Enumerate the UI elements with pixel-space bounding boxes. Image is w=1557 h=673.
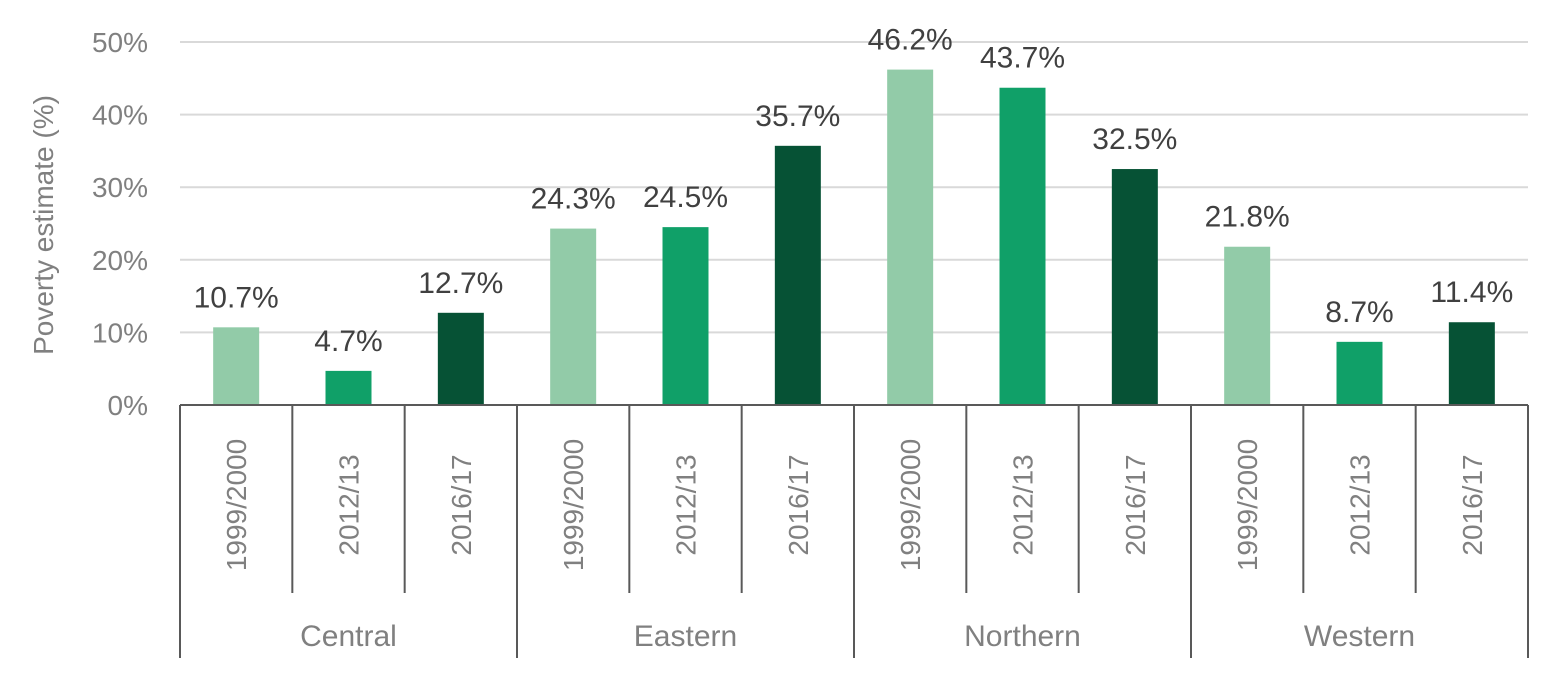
y-axis-label: Poverty estimate (%)	[28, 95, 59, 355]
category-label: 2016/17	[1120, 454, 1151, 555]
category-label: 1999/2000	[558, 439, 589, 571]
bar	[213, 327, 260, 405]
group-label: Northern	[964, 620, 1081, 653]
data-label: 10.7%	[194, 281, 279, 314]
data-label: 8.7%	[1325, 296, 1393, 329]
group-labels: Central Eastern Northern Western	[300, 620, 1415, 653]
data-label: 24.3%	[531, 183, 616, 216]
data-label: 35.7%	[755, 100, 840, 133]
x-axis	[179, 404, 1529, 658]
y-tick-label: 50%	[92, 27, 148, 58]
y-tick-label: 30%	[92, 172, 148, 203]
category-labels: 1999/2000 2012/13 2016/17 1999/2000 2012/13 2…	[221, 439, 1488, 571]
group-label: Central	[300, 620, 397, 653]
data-label: 21.8%	[1205, 201, 1290, 234]
gridlines	[180, 41, 1528, 334]
bar	[437, 312, 484, 405]
data-label: 43.7%	[980, 42, 1065, 75]
category-label: 2012/13	[671, 454, 702, 555]
category-label: 2016/17	[783, 454, 814, 555]
data-label: 32.5%	[1092, 123, 1177, 156]
data-labels: 10.7% 4.7% 12.7% 24.3% 24.5% 35.7% 46.2% 43.7% 3…	[194, 24, 1514, 358]
category-label: 2012/13	[334, 454, 365, 555]
category-label: 1999/2000	[221, 439, 252, 571]
group-label: Western	[1304, 620, 1415, 653]
bars	[213, 69, 1495, 405]
category-label: 2016/17	[1457, 454, 1488, 555]
bar	[1336, 341, 1383, 405]
bar	[1111, 169, 1158, 405]
category-label: 2012/13	[1345, 454, 1376, 555]
y-tick-label: 0%	[108, 390, 148, 421]
bar	[999, 87, 1046, 405]
category-label: 2012/13	[1008, 454, 1039, 555]
bar	[774, 145, 821, 405]
y-tick-label: 40%	[92, 100, 148, 131]
data-label: 11.4%	[1430, 276, 1513, 309]
category-label: 1999/2000	[895, 439, 926, 571]
data-label: 12.7%	[418, 267, 503, 300]
y-axis-ticks: 0% 10% 20% 30% 40% 50%	[92, 27, 148, 421]
bar	[325, 370, 372, 405]
bar	[887, 69, 934, 405]
group-label: Eastern	[634, 620, 737, 653]
data-label: 24.5%	[643, 181, 728, 214]
data-label: 46.2%	[868, 24, 953, 57]
y-tick-label: 10%	[92, 317, 148, 348]
data-label: 4.7%	[314, 325, 382, 358]
y-tick-label: 20%	[92, 245, 148, 276]
bar	[662, 227, 709, 405]
category-label: 1999/2000	[1232, 439, 1263, 571]
bar	[1448, 322, 1495, 405]
category-label: 2016/17	[446, 454, 477, 555]
bar	[550, 228, 597, 405]
bar	[1224, 246, 1271, 405]
